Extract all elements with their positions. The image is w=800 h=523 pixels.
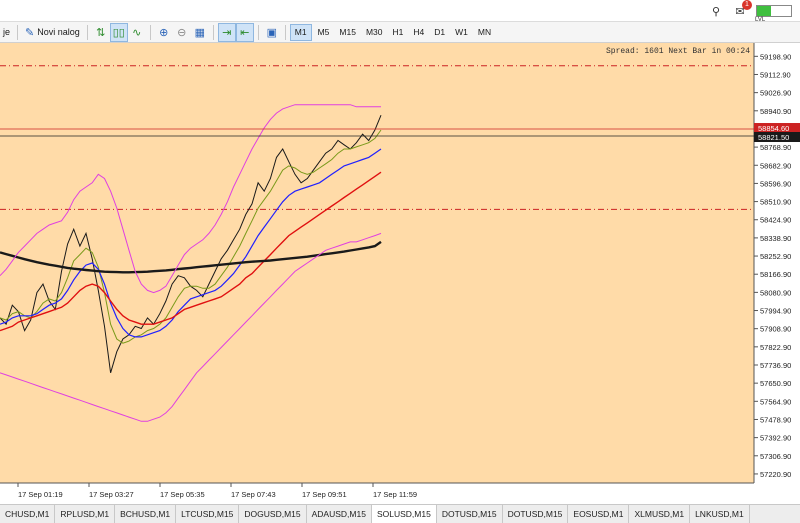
x-tick-label: 17 Sep 09:51: [302, 490, 347, 499]
toolbar-cut-label[interactable]: je: [3, 27, 11, 37]
symbol-tabs: CHUSD,M1 RPLUSD,M1 BCHUSD,M1 LTCUSD,M15 DOGU…: [0, 504, 800, 523]
timeframe-m1[interactable]: M1: [289, 23, 312, 41]
title-bar: ⚲ ✉ 1 LVL: [0, 0, 800, 23]
y-tick-label: 57392.90: [760, 434, 791, 443]
toolbar-separator: [149, 24, 151, 40]
toolbar-separator: [86, 24, 88, 40]
y-tick-label: 57994.90: [760, 307, 791, 316]
timeframe-mn[interactable]: MN: [477, 27, 492, 37]
x-tick-label: 17 Sep 05:35: [160, 490, 205, 499]
toolbar-separator: [284, 24, 286, 40]
price-chart[interactable]: 59198.9059112.9059026.9058940.9058854.90…: [0, 43, 800, 504]
chart-shift-icon[interactable]: ⇤: [235, 22, 254, 42]
spread-info: Spread: 1601 Next Bar in 00:24: [606, 47, 750, 56]
series-ma-slow: [0, 171, 382, 332]
title-bar-controls: ⚲ ✉ 1 LVL: [708, 0, 792, 23]
price-axis-background: [754, 43, 800, 504]
candlestick-icon[interactable]: ▯▯: [109, 22, 128, 42]
y-tick-label: 57220.90: [760, 470, 791, 479]
y-tick-label: 58252.90: [760, 252, 791, 261]
y-tick-label: 59198.90: [760, 52, 791, 61]
y-tick-label: 57908.90: [760, 325, 791, 334]
new-order-icon: ✎: [25, 26, 35, 39]
timeframe-h4[interactable]: H4: [413, 27, 425, 37]
toolbar-separator: [17, 24, 19, 40]
new-order-button[interactable]: ✎ Novi nalog: [22, 23, 83, 42]
y-tick-label: 57822.90: [760, 343, 791, 352]
series-ma-fast: [0, 129, 382, 344]
series-bb-lower: [0, 232, 382, 422]
y-tick-label: 58768.90: [760, 143, 791, 152]
screenshot-icon[interactable]: ▣: [266, 26, 277, 39]
bar-chart-icon[interactable]: ⇅: [96, 26, 106, 39]
symbol-tab[interactable]: LNKUSD,M1: [690, 505, 750, 523]
timeframe-d1[interactable]: D1: [434, 27, 446, 37]
price-chart-canvas[interactable]: 59198.9059112.9059026.9058940.9058854.90…: [0, 43, 800, 504]
y-tick-label: 58338.90: [760, 234, 791, 243]
level-indicator-fill: [757, 6, 772, 16]
timeframe-h1[interactable]: H1: [392, 27, 404, 37]
current-price-label-bg: [754, 132, 800, 143]
y-tick-label: 57650.90: [760, 379, 791, 388]
zoom-in-icon[interactable]: ⊕: [159, 26, 169, 39]
current-price-label: 58821.50: [758, 133, 789, 142]
y-tick-label: 58510.90: [760, 198, 791, 207]
y-tick-label: 58424.90: [760, 216, 791, 225]
ask-price-label-bg: [754, 123, 800, 134]
toolbar-separator: [257, 24, 259, 40]
symbol-tab[interactable]: RPLUSD,M1: [55, 505, 116, 523]
symbol-tab[interactable]: EOSUSD,M1: [568, 505, 630, 523]
symbol-tab[interactable]: LTCUSD,M15: [176, 505, 240, 523]
timeframe-m15[interactable]: M15: [339, 27, 356, 37]
symbol-tab[interactable]: XLMUSD,M1: [629, 505, 691, 523]
series-ma-mid: [0, 148, 382, 338]
ask-price-label: 58854.60: [758, 124, 789, 133]
zoom-out-icon[interactable]: ⊖: [177, 26, 187, 39]
series-bb-upper: [0, 104, 381, 294]
symbol-tab[interactable]: ADAUSD,M15: [307, 505, 372, 523]
y-tick-label: 59026.90: [760, 89, 791, 98]
y-tick-label: 59112.90: [760, 70, 791, 79]
y-tick-label: 58596.90: [760, 179, 791, 188]
toolbar-separator: [212, 24, 214, 40]
y-tick-label: 57564.90: [760, 397, 791, 406]
symbol-tab[interactable]: DOTUSD,M15: [503, 505, 569, 523]
timeframe-m30[interactable]: M30: [365, 27, 383, 37]
symbol-tab[interactable]: DOGUSD,M15: [239, 505, 307, 523]
y-tick-label: 58166.90: [760, 270, 791, 279]
y-tick-label: 58080.90: [760, 288, 791, 297]
notifications-icon[interactable]: ✉ 1: [732, 0, 752, 19]
y-tick-label: 57736.90: [760, 361, 791, 370]
timeframe-w1[interactable]: W1: [455, 27, 468, 37]
time-axis-background: [0, 483, 754, 504]
timeframe-m5[interactable]: M5: [317, 27, 330, 37]
series-ma-long: [0, 240, 382, 274]
chart-background: [0, 43, 754, 483]
x-tick-label: 17 Sep 01:19: [18, 490, 63, 499]
y-tick-label: 57306.90: [760, 452, 791, 461]
symbol-tab[interactable]: BCHUSD,M1: [115, 505, 177, 523]
x-tick-label: 17 Sep 03:27: [89, 490, 134, 499]
symbol-tab[interactable]: CHUSD,M1: [0, 505, 56, 523]
y-tick-label: 58940.90: [760, 107, 791, 116]
chart-toolbar: je ✎ Novi nalog ⇅ ▯▯ ∿ ⊕ ⊖ ▦ ⇥ ⇤ ▣ M1 M5 M…: [0, 22, 800, 43]
level-indicator: LVL: [755, 5, 792, 23]
level-label: LVL: [755, 17, 766, 23]
new-order-label: Novi nalog: [37, 27, 80, 37]
x-tick-label: 17 Sep 11:59: [373, 490, 417, 499]
x-tick-label: 17 Sep 07:43: [231, 490, 276, 499]
grid-icon[interactable]: ▦: [194, 26, 205, 39]
y-tick-label: 58682.90: [760, 161, 791, 170]
auto-scroll-icon[interactable]: ⇥: [217, 22, 236, 42]
search-icon[interactable]: ⚲: [711, 5, 721, 18]
symbol-tab[interactable]: DOTUSD,M15: [437, 505, 503, 523]
symbol-tab[interactable]: SOLUSD,M15: [371, 505, 437, 523]
y-tick-label: 57478.90: [760, 415, 791, 424]
line-chart-icon[interactable]: ∿: [132, 26, 142, 39]
notification-badge: 1: [742, 0, 752, 10]
timeframe-group: M1 M5 M15 M30 H1 H4 D1 W1 MN: [289, 23, 495, 41]
